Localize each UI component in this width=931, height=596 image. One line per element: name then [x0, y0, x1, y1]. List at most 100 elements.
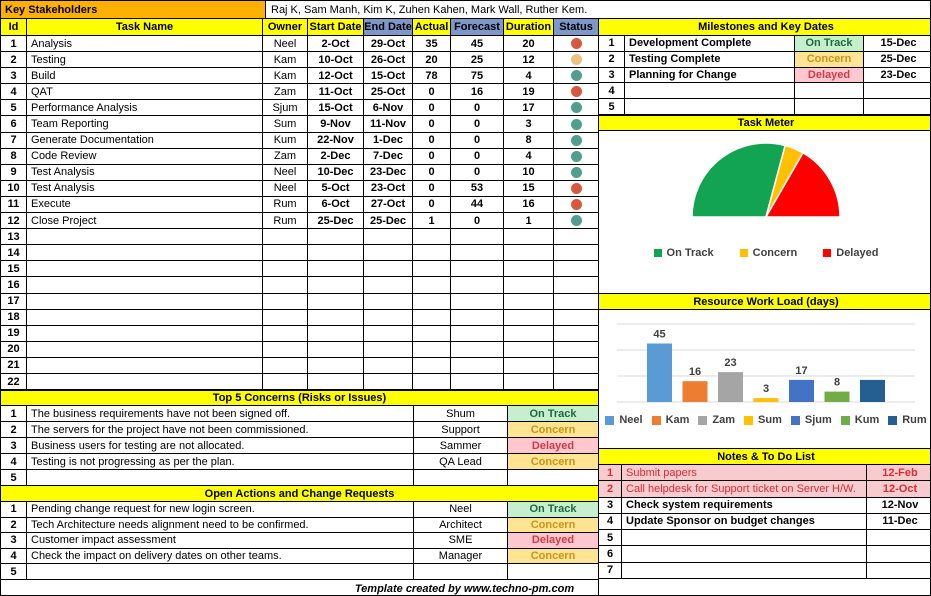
task-forecast-cell[interactable]: 0: [451, 116, 504, 132]
task-start-cell[interactable]: 9-Nov: [308, 116, 364, 132]
task-actual-cell[interactable]: 78: [413, 68, 451, 84]
task-status-cell[interactable]: [554, 294, 598, 309]
task-end-cell[interactable]: [364, 341, 413, 357]
task-end-cell[interactable]: 15-Oct: [364, 68, 413, 84]
task-id-cell[interactable]: 15: [1, 261, 27, 277]
task-forecast-cell[interactable]: 75: [451, 68, 504, 84]
concern-owner-cell[interactable]: [414, 470, 508, 485]
task-name-cell[interactable]: Analysis: [27, 36, 263, 52]
concern-owner-cell[interactable]: Support: [414, 422, 508, 437]
task-start-cell[interactable]: 2-Dec: [308, 148, 364, 164]
note-date-cell[interactable]: [867, 530, 930, 545]
task-duration-cell[interactable]: 4: [504, 68, 554, 84]
task-status-cell[interactable]: [554, 326, 598, 341]
note-date-cell[interactable]: 11-Dec: [882, 515, 918, 528]
task-end-cell[interactable]: 25-Oct: [364, 84, 413, 100]
task-start-cell[interactable]: [308, 357, 364, 373]
note-id-cell[interactable]: 5: [599, 530, 622, 546]
task-id-cell[interactable]: 18: [1, 309, 27, 325]
task-task-cell[interactable]: [27, 341, 263, 357]
task-status-cell[interactable]: [554, 165, 598, 180]
task-end-cell[interactable]: [364, 261, 413, 277]
task-owner-cell[interactable]: [263, 325, 308, 341]
task-forecast-cell[interactable]: 53: [451, 180, 504, 196]
action-status-cell[interactable]: Concern: [508, 517, 598, 533]
milestone-id-cell[interactable]: 2: [599, 51, 625, 67]
task-duration-cell[interactable]: [504, 341, 554, 357]
note-date-cell[interactable]: 12-Nov: [881, 499, 919, 512]
note-date-cell[interactable]: 12-Oct: [882, 482, 918, 495]
task-id-cell[interactable]: 22: [1, 373, 27, 390]
task-task-cell[interactable]: [27, 245, 263, 261]
task-status-cell[interactable]: [554, 245, 598, 260]
task-name-cell[interactable]: Build: [27, 68, 263, 84]
task-duration-cell[interactable]: 19: [504, 84, 554, 100]
task-task-cell[interactable]: [27, 293, 263, 309]
task-actual-cell[interactable]: 35: [413, 36, 451, 52]
task-actual-cell[interactable]: [413, 261, 451, 277]
task-end-cell[interactable]: 27-Oct: [364, 196, 413, 213]
task-actual-cell[interactable]: 0: [413, 196, 451, 213]
task-status-cell[interactable]: [554, 229, 598, 244]
note-text-cell[interactable]: Call helpdesk for Support ticket on Serv…: [622, 481, 867, 497]
concern-id-cell[interactable]: 3: [1, 438, 27, 453]
task-forecast-cell[interactable]: [451, 229, 504, 245]
task-duration-cell[interactable]: [504, 373, 554, 390]
note-date-cell[interactable]: [867, 563, 930, 578]
task-owner-cell[interactable]: [263, 357, 308, 373]
task-actual-cell[interactable]: 0: [413, 84, 451, 100]
task-end-cell[interactable]: 23-Oct: [364, 180, 413, 196]
task-actual-cell[interactable]: 0: [413, 180, 451, 196]
task-duration-cell[interactable]: 10: [504, 164, 554, 180]
task-status-cell[interactable]: [554, 342, 598, 357]
milestone-name-cell[interactable]: [625, 83, 795, 99]
milestone-name-cell[interactable]: Planning for Change: [625, 67, 795, 83]
task-forecast-cell[interactable]: [451, 277, 504, 293]
key-stakeholders-names[interactable]: Raj K, Sam Manh, Kim K, Zuhen Kahen, Mar…: [271, 3, 588, 16]
task-id-cell[interactable]: 4: [1, 84, 27, 100]
concern-id-cell[interactable]: 2: [1, 422, 27, 437]
task-id-cell[interactable]: 17: [1, 293, 27, 309]
milestone-id-cell[interactable]: 3: [599, 67, 625, 83]
task-end-cell[interactable]: 1-Dec: [364, 132, 413, 148]
note-id-cell[interactable]: 1: [599, 465, 622, 481]
task-duration-cell[interactable]: 20: [504, 36, 554, 52]
task-end-cell[interactable]: 7-Dec: [364, 148, 413, 164]
action-id-cell[interactable]: 4: [1, 548, 27, 564]
task-actual-cell[interactable]: [413, 357, 451, 373]
task-duration-cell[interactable]: [504, 293, 554, 309]
task-forecast-cell[interactable]: 25: [451, 52, 504, 68]
milestone-date-cell[interactable]: [864, 83, 930, 98]
milestone-date-cell[interactable]: 15-Dec: [880, 37, 917, 50]
task-duration-cell[interactable]: [504, 309, 554, 325]
milestone-status-cell[interactable]: [795, 99, 864, 114]
task-owner-cell[interactable]: Zam: [263, 148, 308, 164]
task-owner-cell[interactable]: Sum: [263, 116, 308, 132]
task-id-cell[interactable]: 3: [1, 68, 27, 84]
task-status-cell[interactable]: [554, 68, 598, 83]
task-end-cell[interactable]: [364, 373, 413, 390]
task-id-cell[interactable]: 10: [1, 180, 27, 196]
task-actual-cell[interactable]: [413, 229, 451, 245]
task-duration-cell[interactable]: 12: [504, 52, 554, 68]
task-start-cell[interactable]: 2-Oct: [308, 36, 364, 52]
task-duration-cell[interactable]: 1: [504, 213, 554, 229]
task-owner-cell[interactable]: [263, 229, 308, 245]
task-status-cell[interactable]: [554, 36, 598, 51]
task-task-cell[interactable]: [27, 373, 263, 390]
task-owner-cell[interactable]: Neel: [263, 164, 308, 180]
task-actual-cell[interactable]: 1: [413, 213, 451, 229]
task-forecast-cell[interactable]: 44: [451, 196, 504, 213]
task-name-cell[interactable]: Execute: [27, 196, 263, 213]
task-status-cell[interactable]: [554, 100, 598, 115]
task-actual-cell[interactable]: [413, 245, 451, 261]
task-duration-cell[interactable]: [504, 229, 554, 245]
task-end-cell[interactable]: [364, 293, 413, 309]
task-owner-cell[interactable]: [263, 293, 308, 309]
task-status-cell[interactable]: [554, 116, 598, 131]
task-actual-cell[interactable]: [413, 325, 451, 341]
task-id-cell[interactable]: 13: [1, 229, 27, 245]
milestone-id-cell[interactable]: 5: [599, 99, 625, 114]
task-owner-cell[interactable]: Kum: [263, 132, 308, 148]
action-status-cell[interactable]: [508, 564, 598, 579]
